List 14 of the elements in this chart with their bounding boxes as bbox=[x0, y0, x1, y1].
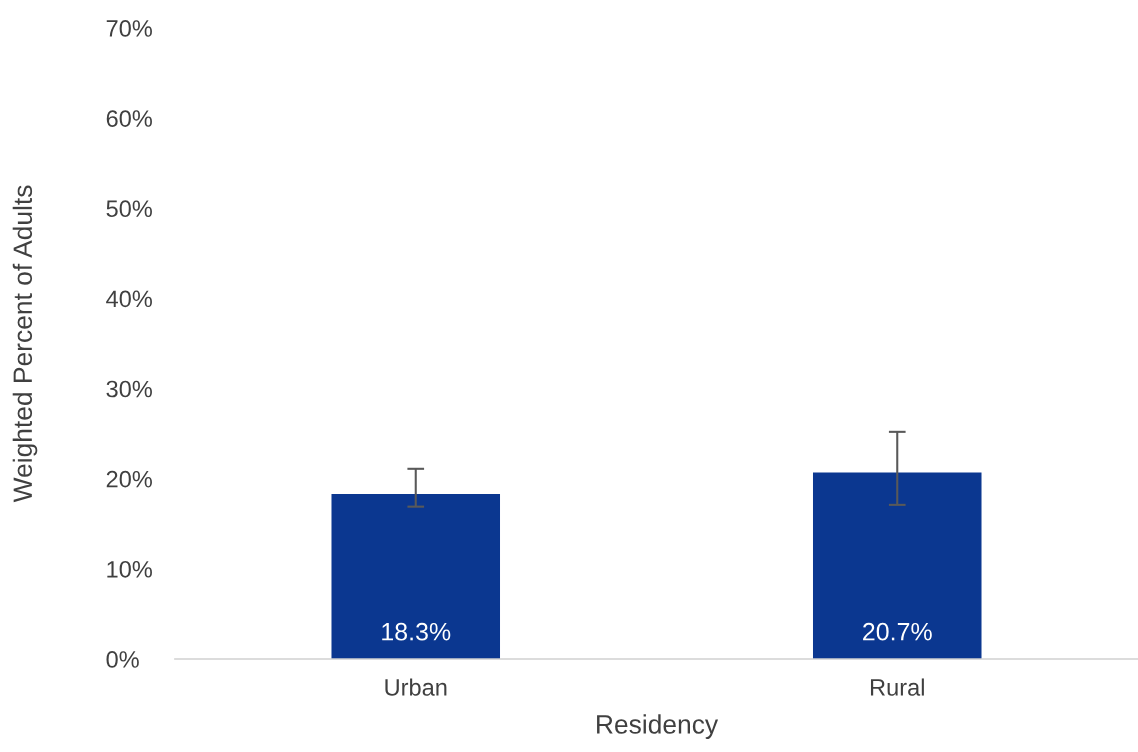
data-label: 18.3% bbox=[382, 622, 451, 641]
y-tick-label: 40% bbox=[106, 290, 152, 308]
y-axis-title: Weighted Percent of Adults bbox=[12, 185, 38, 503]
x-tick-label: Rural bbox=[870, 678, 924, 696]
y-tick-label: 30% bbox=[106, 380, 152, 398]
x-axis-title: Residency bbox=[597, 714, 719, 739]
y-tick-label: 0% bbox=[106, 651, 139, 668]
y-tick-label: 50% bbox=[106, 200, 152, 218]
y-tick-label: 70% bbox=[106, 20, 152, 37]
y-tick-label: 20% bbox=[106, 470, 152, 488]
y-tick-label: 10% bbox=[107, 560, 152, 578]
data-label: 20.7% bbox=[863, 622, 932, 641]
y-tick-label: 60% bbox=[106, 110, 152, 127]
x-tick-label: Urban bbox=[385, 678, 447, 696]
